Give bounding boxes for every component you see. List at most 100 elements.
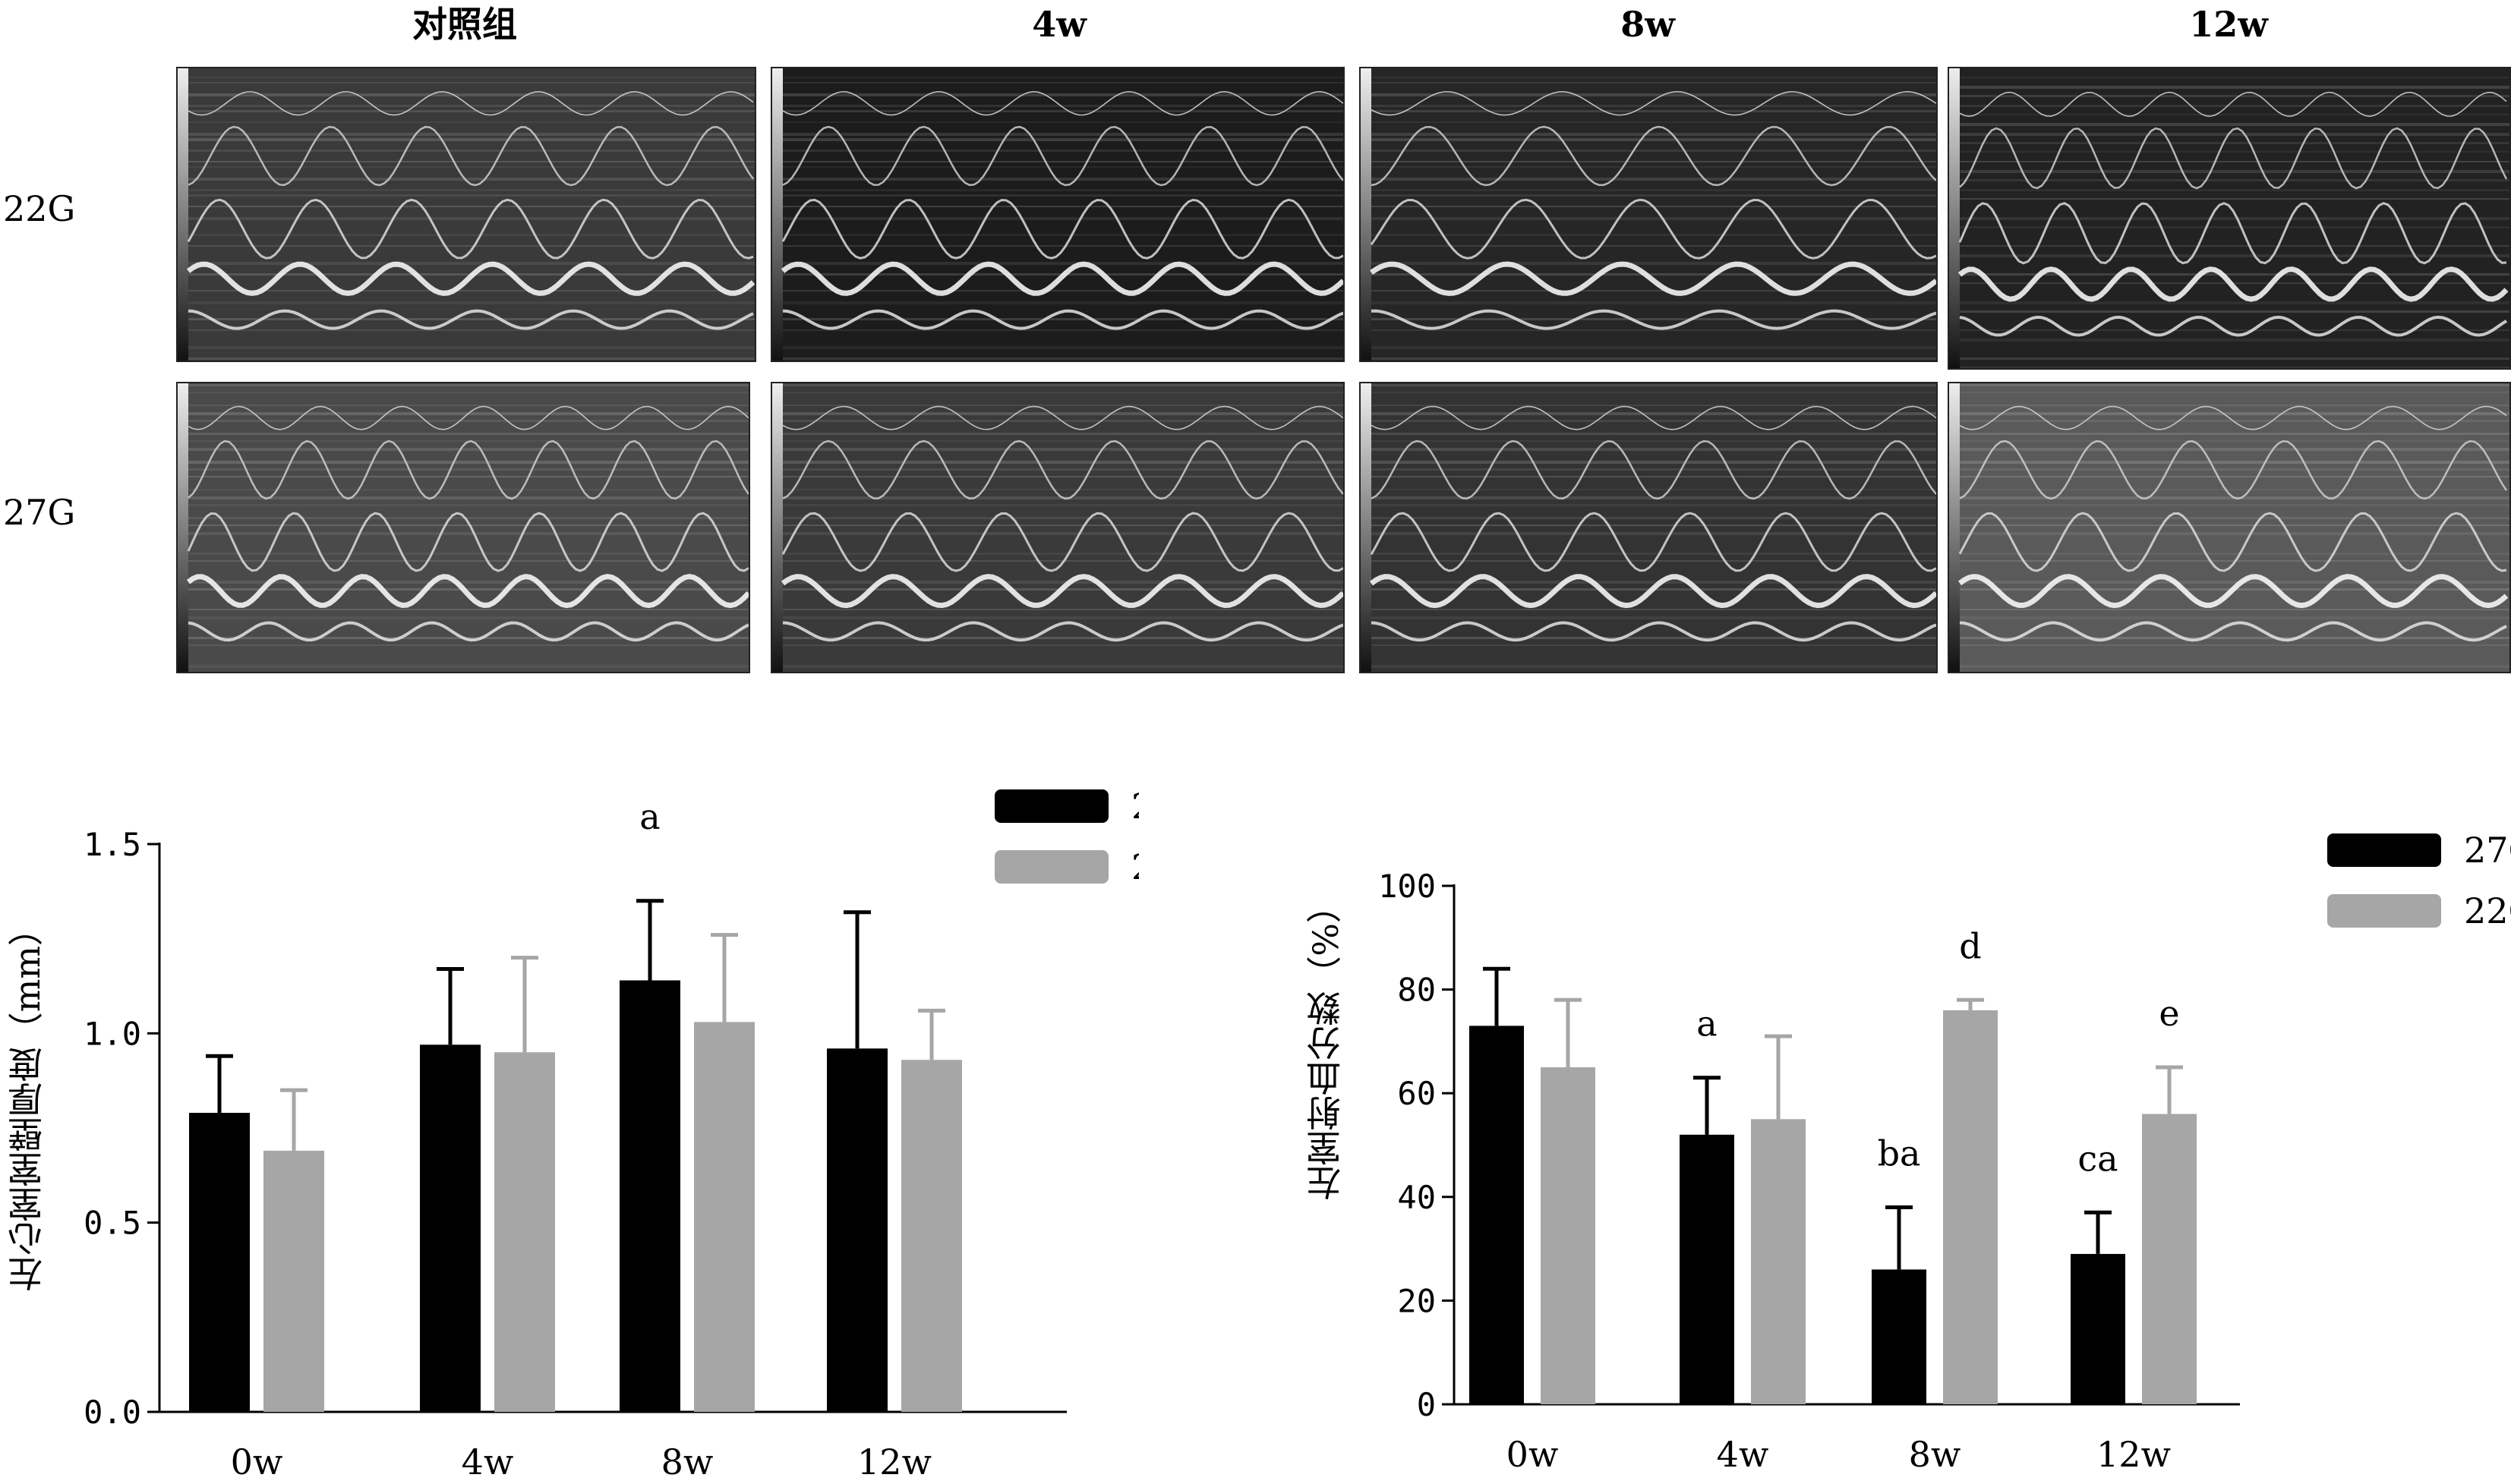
echo-speckle-band (783, 392, 1343, 393)
echo-panel-27g-control (176, 382, 750, 673)
echo-panel-22g-12w (1948, 67, 2511, 370)
echo-speckle-band (783, 194, 1343, 197)
echo-speckle-band (1371, 433, 1936, 435)
echo-wall-trace (187, 512, 749, 572)
echo-wall-trace (1957, 574, 2509, 609)
echo-speckle-band (1371, 609, 1936, 610)
echo-wall-trace (1957, 266, 2509, 302)
echo-speckle-band (188, 166, 755, 168)
echo-speckle-band (1371, 93, 1936, 96)
significance-label: e (2159, 993, 2179, 1034)
legend-swatch-22G (995, 850, 1109, 884)
echo-speckle-band (783, 178, 1343, 181)
echo-speckle-band (1960, 504, 2509, 506)
echo-speckle-band (1960, 468, 2509, 471)
column-title-12w: 12w (2189, 4, 2268, 45)
echo-speckle-band (1371, 161, 1936, 162)
echo-speckle-band (1371, 234, 1936, 236)
echo-speckle-band (1371, 553, 1936, 555)
echo-speckle-band (188, 93, 755, 96)
echo-speckle-band (188, 150, 755, 152)
echo-speckle-band (1960, 339, 2509, 342)
echo-wall-trace (782, 621, 1343, 642)
echo-speckle-band (1960, 392, 2509, 393)
echo-speckle-band (1960, 384, 2509, 386)
echo-speckle-band (783, 553, 1343, 555)
echo-wall-trace (1958, 512, 2507, 572)
echo-speckle-band (783, 644, 1343, 646)
echo-speckle-band (188, 588, 749, 591)
echo-speckle-band (783, 616, 1343, 619)
echo-wall-trace (1959, 127, 2508, 190)
echo-speckle-band (783, 161, 1343, 162)
echo-speckle-band (1371, 105, 1936, 107)
chart-ejection-fraction: 0 20 40 60 80 100 0w 4w a 8w ba d 12w ca e 27G 22G (1253, 759, 2511, 1484)
echo-speckle-band (783, 262, 1343, 265)
legend-label-27G: 27G (1131, 786, 1139, 827)
echo-speckle-band (1960, 170, 2509, 173)
echo-speckle-band (783, 318, 1343, 320)
echo-speckle-band (188, 496, 749, 499)
echo-speckle-band (1371, 273, 1936, 276)
echo-speckle-band (1960, 198, 2509, 200)
y-tick-label: 0.5 (84, 1205, 141, 1242)
echo-speckle-band (1960, 405, 2509, 406)
echo-speckle-band (1371, 412, 1936, 415)
legend-swatch-22G (2327, 894, 2441, 928)
echo-speckle-band (188, 105, 755, 107)
echo-speckle-band (188, 217, 755, 220)
bar-22G-0w (263, 1150, 324, 1412)
echo-speckle-band (1960, 77, 2509, 78)
echo-speckle-band (783, 245, 1343, 247)
y-tick-label: 40 (1397, 1179, 1436, 1216)
echo-speckle-band (783, 329, 1343, 331)
echo-speckle-band (783, 150, 1343, 152)
echo-speckle-band (188, 644, 749, 646)
echo-speckle-band (783, 525, 1343, 526)
echo-speckle-band (1371, 644, 1936, 646)
echo-speckle-band (1960, 189, 2509, 191)
echo-speckle-band (188, 189, 755, 191)
echo-panel-22g-control (176, 67, 756, 362)
echo-speckle-band (1960, 226, 2509, 228)
echo-speckle-band (188, 468, 749, 471)
bar-27G-12w (827, 1048, 888, 1412)
echo-speckle-band (1960, 142, 2509, 144)
echo-speckle-band (188, 609, 749, 610)
echo-speckle-band (1960, 637, 2509, 639)
column-title-4w: 4w (1032, 4, 1087, 45)
echo-speckle-band (783, 468, 1343, 471)
echo-speckle-band (1960, 553, 2509, 555)
echo-wall-trace (1371, 440, 1936, 500)
echo-speckle-band (1371, 346, 1936, 349)
y-tick-label: 0 (1417, 1386, 1436, 1423)
echo-grayscale-bar (1949, 68, 1960, 368)
echo-speckle-band (783, 189, 1343, 191)
y-tick-label: 0.0 (84, 1394, 141, 1431)
significance-label: a (1696, 1004, 1717, 1044)
x-tick-label: 8w (1909, 1434, 1961, 1475)
echo-speckle-band (783, 489, 1343, 490)
echo-speckle-band (1371, 448, 1936, 451)
echo-wall-trace (1370, 261, 1936, 296)
echo-speckle-band (1371, 150, 1936, 152)
bar-27G-12w (2071, 1253, 2125, 1404)
chart-ejection-fraction-svg: 0 20 40 60 80 100 0w 4w a 8w ba d 12w ca e 27G 22G (1378, 830, 2511, 1475)
x-tick-label: 4w (1717, 1434, 1769, 1475)
x-tick-label: 0w (231, 1441, 283, 1482)
bar-22G-4w (1751, 1119, 1806, 1404)
echo-speckle-band (1960, 420, 2509, 422)
row-label-22g: 22G (3, 188, 76, 229)
x-tick-label: 8w (661, 1441, 714, 1482)
echo-wall-trace (188, 125, 755, 187)
echo-speckle-band (1960, 616, 2509, 619)
echo-speckle-band (188, 525, 749, 526)
echo-speckle-band (188, 234, 755, 236)
echo-speckle-band (1371, 138, 1936, 141)
echo-speckle-band (783, 412, 1343, 415)
echo-wall-trace (186, 261, 755, 296)
echo-speckle-band (1960, 412, 2509, 415)
echo-speckle-band (1371, 405, 1936, 406)
echo-speckle-band (1960, 367, 2509, 368)
echo-wall-trace (782, 309, 1343, 330)
